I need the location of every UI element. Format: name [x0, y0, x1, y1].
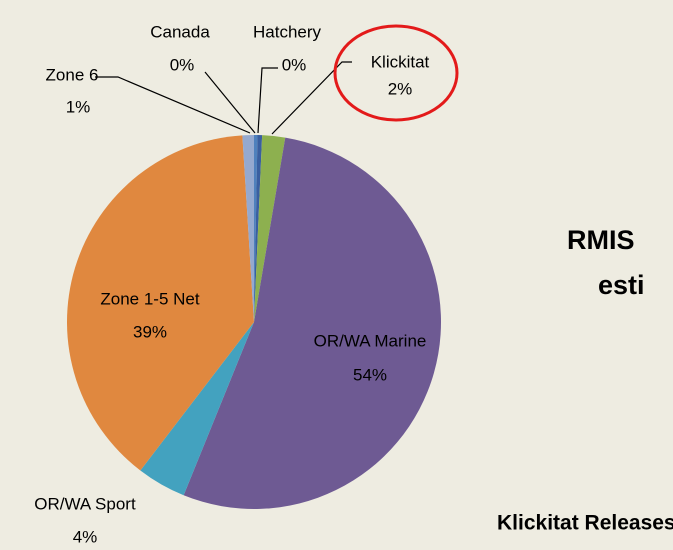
annotation: esti	[598, 270, 645, 300]
slice-label: Canada	[150, 22, 210, 41]
slice-label: Klickitat	[371, 52, 430, 71]
highlight-circle	[333, 24, 459, 122]
pie-slice	[254, 135, 258, 322]
leader-line	[257, 67, 278, 134]
slice-value-label: 1%	[66, 97, 91, 116]
pie-slice	[242, 135, 254, 322]
slice-value-label: 2%	[388, 79, 413, 98]
slice-value-label: 54%	[353, 365, 387, 384]
leader-line	[204, 71, 256, 134]
leader-line	[95, 76, 251, 134]
slice-label: Hatchery	[253, 22, 322, 41]
slice-value-label: 4%	[73, 527, 98, 546]
pie-slice	[140, 322, 254, 496]
pie-slice	[254, 135, 263, 322]
slice-value-label: 0%	[282, 55, 307, 74]
slice-value-label: 39%	[133, 322, 167, 341]
slice-label: Zone 6	[46, 65, 99, 84]
leader-line	[271, 61, 352, 135]
pie	[67, 135, 442, 510]
slice-value-label: 0%	[170, 55, 195, 74]
slice-label: OR/WA Sport	[34, 494, 136, 513]
pie-slice	[254, 135, 286, 322]
annotation: Klickitat Releases	[497, 512, 673, 535]
slice-label: Zone 1-5 Net	[100, 289, 199, 308]
slice-label: OR/WA Marine	[314, 331, 427, 350]
pie-slice	[183, 137, 442, 510]
annotation: RMIS	[567, 225, 635, 255]
pie-slice	[67, 135, 254, 471]
